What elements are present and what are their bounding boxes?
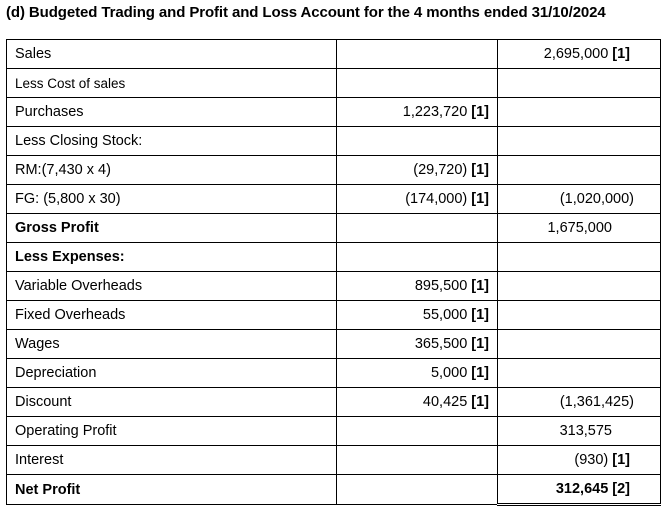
profit-loss-table: Sales 2,695,000 [1] Less Cost of sales Pu…	[6, 39, 661, 506]
row-label: Less Expenses:	[6, 242, 337, 272]
row-total	[497, 300, 661, 330]
table-row: Net Profit 312,645 [2]	[6, 474, 661, 506]
table-row: Variable Overheads 895,500 [1]	[6, 271, 661, 301]
row-amount	[336, 242, 498, 272]
row-total-value: 2,695,000	[543, 46, 609, 62]
row-total	[497, 358, 661, 388]
row-total-value: (930)	[574, 452, 609, 468]
row-amount	[336, 416, 498, 446]
row-total: 313,575	[497, 416, 661, 446]
row-amount-value: 1,223,720	[402, 104, 468, 120]
row-amount-mark: [1]	[471, 365, 489, 381]
table-row: Less Expenses:	[6, 242, 661, 272]
row-label: Purchases	[6, 97, 337, 127]
table-row: Discount 40,425 [1] (1,361,425)	[6, 387, 661, 417]
row-total-value: 312,645	[555, 481, 609, 497]
row-amount-mark: [1]	[471, 104, 489, 120]
row-label: Variable Overheads	[6, 271, 337, 301]
row-amount: 1,223,720 [1]	[336, 97, 498, 127]
table-row: Wages 365,500 [1]	[6, 329, 661, 359]
row-amount	[336, 126, 498, 156]
row-amount	[336, 474, 498, 505]
row-total: 312,645 [2]	[497, 474, 661, 506]
row-label: Fixed Overheads	[6, 300, 337, 330]
row-label: RM:(7,430 x 4)	[6, 155, 337, 185]
row-total-value: (1,020,000)	[559, 191, 634, 207]
row-label: Wages	[6, 329, 337, 359]
row-amount-mark: [1]	[471, 394, 489, 410]
row-amount	[336, 213, 498, 243]
row-amount: 365,500 [1]	[336, 329, 498, 359]
row-label: Sales	[6, 39, 337, 69]
row-amount: 40,425 [1]	[336, 387, 498, 417]
table-row: Interest (930) [1]	[6, 445, 661, 475]
row-amount-value: 365,500	[414, 336, 468, 352]
row-total-value: (1,361,425)	[559, 394, 634, 410]
row-amount: 55,000 [1]	[336, 300, 498, 330]
row-amount-mark: [1]	[471, 162, 489, 178]
row-total: (1,020,000)	[497, 184, 661, 214]
row-label: Discount	[6, 387, 337, 417]
table-row: FG: (5,800 x 30) (174,000) [1] (1,020,000…	[6, 184, 661, 214]
row-amount-value: 895,500	[414, 278, 468, 294]
table-row: Sales 2,695,000 [1]	[6, 39, 661, 69]
row-amount: (29,720) [1]	[336, 155, 498, 185]
row-amount-value: 55,000	[422, 307, 468, 323]
row-amount-mark: [1]	[471, 307, 489, 323]
row-total-value: 1,675,000	[547, 220, 612, 236]
row-amount-mark: [1]	[471, 278, 489, 294]
row-label: Gross Profit	[6, 213, 337, 243]
row-total: (1,361,425)	[497, 387, 661, 417]
row-total-mark: [2]	[612, 481, 630, 497]
row-total-mark: [1]	[612, 452, 630, 468]
row-amount-value: 40,425	[422, 394, 468, 410]
row-label: Net Profit	[6, 474, 337, 505]
row-total	[497, 126, 661, 156]
table-row: Less Cost of sales	[6, 68, 661, 98]
row-total-value: 313,575	[559, 423, 612, 439]
row-total: 1,675,000	[497, 213, 661, 243]
row-label: Less Cost of sales	[6, 68, 337, 98]
table-row: Purchases 1,223,720 [1]	[6, 97, 661, 127]
table-row: Depreciation 5,000 [1]	[6, 358, 661, 388]
row-amount-value: 5,000	[430, 365, 468, 381]
row-label: Depreciation	[6, 358, 337, 388]
row-amount-mark: [1]	[471, 336, 489, 352]
row-total: 2,695,000 [1]	[497, 39, 661, 69]
row-total	[497, 329, 661, 359]
row-total	[497, 271, 661, 301]
table-row: Fixed Overheads 55,000 [1]	[6, 300, 661, 330]
row-amount-value: (174,000)	[405, 191, 468, 207]
table-row: Gross Profit 1,675,000	[6, 213, 661, 243]
row-amount	[336, 445, 498, 475]
row-amount-value: (29,720)	[413, 162, 468, 178]
row-amount-mark: [1]	[471, 191, 489, 207]
account-title: (d) Budgeted Trading and Profit and Loss…	[6, 4, 606, 21]
row-total	[497, 97, 661, 127]
row-total: (930) [1]	[497, 445, 661, 475]
row-amount: 5,000 [1]	[336, 358, 498, 388]
row-total-mark: [1]	[612, 46, 630, 62]
row-label: Less Closing Stock:	[6, 126, 337, 156]
row-total	[497, 242, 661, 272]
table-row: RM:(7,430 x 4) (29,720) [1]	[6, 155, 661, 185]
row-amount: (174,000) [1]	[336, 184, 498, 214]
table-row: Operating Profit 313,575	[6, 416, 661, 446]
table-row: Less Closing Stock:	[6, 126, 661, 156]
row-amount	[336, 68, 498, 98]
row-amount: 895,500 [1]	[336, 271, 498, 301]
row-label: Operating Profit	[6, 416, 337, 446]
row-amount	[336, 39, 498, 69]
row-total	[497, 68, 661, 98]
row-label: Interest	[6, 445, 337, 475]
row-total	[497, 155, 661, 185]
row-label: FG: (5,800 x 30)	[6, 184, 337, 214]
